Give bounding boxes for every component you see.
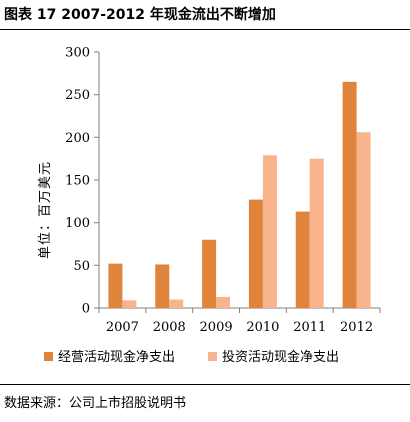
y-tick-label: 150 [65, 174, 90, 189]
y-tick-label: 50 [73, 259, 90, 274]
bar-2 [356, 132, 371, 308]
bar-2 [309, 158, 324, 308]
x-tick-label: 2012 [340, 320, 373, 335]
y-tick-label: 300 [65, 46, 90, 61]
y-tick-label: 100 [65, 216, 90, 231]
legend: 经营活动现金净支出 投资活动现金净支出 [44, 349, 339, 365]
legend-label-1: 经营活动现金净支出 [58, 349, 175, 365]
bar-1 [108, 263, 123, 308]
x-tick-label: 2010 [246, 320, 279, 335]
x-tick-label: 2009 [200, 320, 233, 335]
plot-area: 0 50 100 150 200 250 300 2007 2008 2009 2010 2011 20… [65, 46, 381, 335]
x-tick-label: 2008 [153, 320, 186, 335]
y-tick-label: 0 [82, 302, 90, 317]
x-tick-label: 2011 [293, 320, 326, 335]
legend-swatch-2 [208, 352, 217, 361]
chart-title: 图表 17 2007-2012 年现金流出不断增加 [4, 7, 276, 23]
x-tick-label: 2007 [106, 320, 139, 335]
bar-1 [295, 211, 310, 308]
y-tick-label: 250 [65, 88, 90, 103]
source-note: 数据来源：公司上市招股说明书 [4, 396, 187, 411]
bar-2 [262, 155, 277, 308]
top-rule [0, 29, 410, 30]
bar-1 [248, 199, 263, 308]
legend-label-2: 投资活动现金净支出 [222, 349, 339, 365]
bar-2 [216, 296, 231, 308]
bar-1 [202, 239, 217, 308]
y-tick-label: 200 [65, 131, 90, 146]
bar-chart: 单位：百万美元 0 50 100 150 200 250 300 2007 2008 2009 20… [38, 46, 381, 365]
bar-1 [155, 264, 170, 308]
bar-2 [169, 299, 184, 308]
bottom-rule [0, 384, 410, 385]
bar-2 [122, 300, 137, 308]
bar-1 [342, 81, 357, 308]
y-axis-label: 单位：百万美元 [38, 161, 53, 259]
legend-swatch-1 [44, 352, 53, 361]
